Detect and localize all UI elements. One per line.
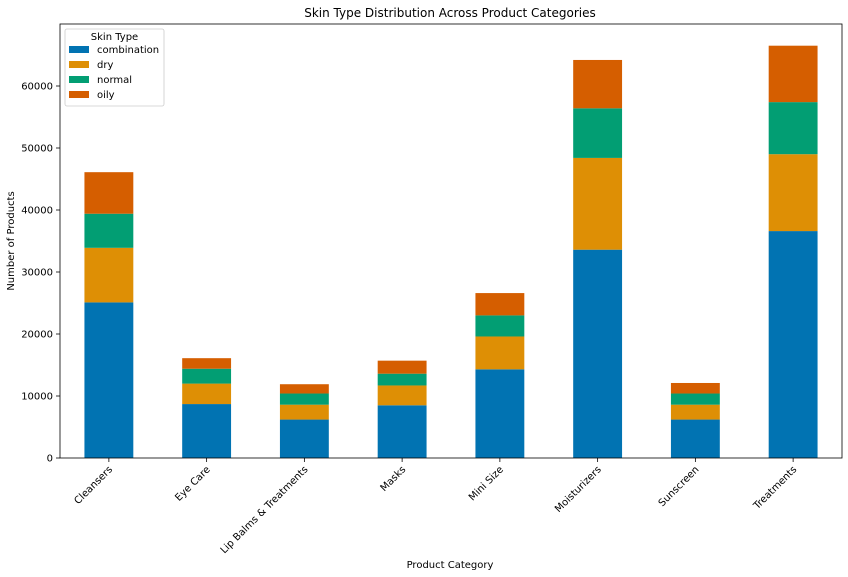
bar-normal xyxy=(573,108,623,158)
x-tick-label: Cleansers xyxy=(73,464,115,506)
chart-title: Skin Type Distribution Across Product Ca… xyxy=(304,6,596,20)
x-tick-label: Treatments xyxy=(751,464,799,512)
bar-dry xyxy=(182,383,232,405)
legend-swatch-combination xyxy=(69,46,89,53)
legend-label-combination: combination xyxy=(97,45,159,56)
bar-normal xyxy=(84,213,134,248)
bar-dry xyxy=(573,157,623,250)
bar-combination xyxy=(768,231,818,458)
plot-frame xyxy=(59,23,843,459)
legend-swatch-normal xyxy=(69,76,89,83)
x-tick-label: Lip Balms & Treatments xyxy=(219,464,311,556)
legend-label-normal: normal xyxy=(97,75,132,86)
bar-dry xyxy=(768,154,818,232)
legend-label-oily: oily xyxy=(97,90,115,101)
y-tick-label: 50000 xyxy=(21,144,53,155)
bar-normal xyxy=(768,102,818,155)
y-tick-label: 10000 xyxy=(21,392,53,403)
x-tick-label: Sunscreen xyxy=(657,464,702,509)
bar-oily xyxy=(84,172,134,214)
bar-oily xyxy=(377,360,427,374)
bars-layer xyxy=(84,45,818,458)
x-tick-label: Masks xyxy=(379,464,409,494)
y-tick-label: 20000 xyxy=(21,330,53,341)
bar-normal xyxy=(279,393,329,405)
bar-combination xyxy=(670,419,720,458)
bar-dry xyxy=(377,385,427,406)
bar-combination xyxy=(182,404,232,458)
bar-combination xyxy=(84,302,134,458)
bar-normal xyxy=(182,368,232,384)
legend-swatch-dry xyxy=(69,61,89,68)
bar-normal xyxy=(475,315,525,337)
bar-combination xyxy=(377,405,427,458)
bar-dry xyxy=(279,404,329,420)
y-tick-label: 40000 xyxy=(21,206,53,217)
bar-dry xyxy=(670,404,720,420)
y-tick-label: 30000 xyxy=(21,268,53,279)
x-tick-label: Moisturizers xyxy=(553,464,604,515)
bar-normal xyxy=(377,373,427,386)
bar-dry xyxy=(84,247,134,303)
bar-oily xyxy=(279,384,329,394)
y-tick-label: 60000 xyxy=(21,82,53,93)
bar-combination xyxy=(279,419,329,458)
y-axis-label: Number of Products xyxy=(6,191,17,290)
legend-swatch-oily xyxy=(69,91,89,98)
bar-combination xyxy=(573,249,623,458)
bar-oily xyxy=(182,358,232,369)
x-axis-label: Product Category xyxy=(407,560,494,571)
bar-dry xyxy=(475,336,525,370)
x-tick-label: Mini Size xyxy=(467,464,506,503)
legend: Skin Type combination dry normal oily xyxy=(64,28,165,107)
legend-label-dry: dry xyxy=(97,60,113,71)
bar-normal xyxy=(670,393,720,405)
bar-oily xyxy=(670,382,720,394)
bar-oily xyxy=(573,59,623,109)
bar-combination xyxy=(475,369,525,458)
bar-oily xyxy=(475,293,525,316)
bar-oily xyxy=(768,45,818,103)
legend-title: Skin Type xyxy=(91,32,138,43)
y-tick-label: 0 xyxy=(47,454,53,465)
x-tick-label: Eye Care xyxy=(173,464,212,503)
legend-box xyxy=(64,28,165,107)
